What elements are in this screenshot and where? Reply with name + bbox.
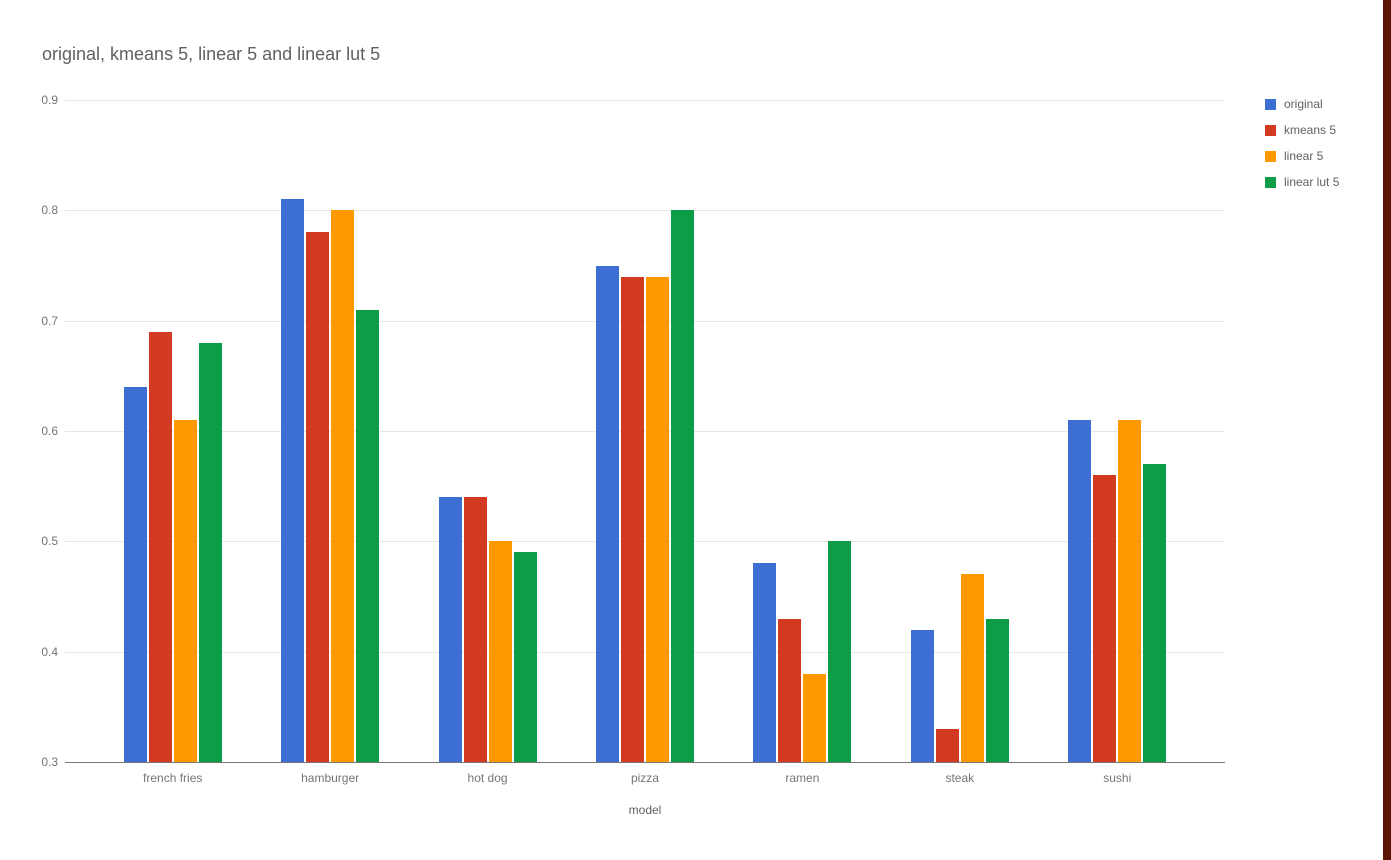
y-tick-label: 0.4 bbox=[41, 644, 58, 659]
bar-linear-lut-5 bbox=[1143, 464, 1167, 762]
bar-original bbox=[123, 386, 147, 762]
bar-group-hamburger: hamburger bbox=[251, 100, 408, 785]
bar-linear-5 bbox=[488, 541, 512, 762]
category-label: ramen bbox=[785, 771, 820, 785]
bar-linear-5 bbox=[803, 673, 827, 762]
legend: original kmeans 5 linear 5 linear lut 5 bbox=[1265, 97, 1339, 189]
category-label: french fries bbox=[143, 771, 203, 785]
bar-linear-5 bbox=[645, 276, 669, 762]
bar-kmeans-5 bbox=[148, 331, 172, 762]
legend-swatch bbox=[1265, 150, 1276, 162]
bar-linear-lut-5 bbox=[198, 342, 222, 762]
bar-linear-lut-5 bbox=[670, 210, 694, 762]
x-axis-baseline bbox=[65, 762, 1225, 763]
legend-swatch bbox=[1265, 124, 1276, 136]
bar-linear-lut-5 bbox=[356, 309, 380, 762]
gridline bbox=[65, 100, 1225, 101]
right-edge-scrollbar[interactable] bbox=[1383, 0, 1391, 860]
category-label: steak bbox=[945, 771, 975, 785]
bar-original bbox=[1068, 419, 1092, 762]
legend-swatch bbox=[1265, 176, 1276, 188]
y-tick-label: 0.7 bbox=[41, 313, 58, 328]
y-tick-label: 0.6 bbox=[41, 424, 58, 438]
bar-group-pizza: pizza bbox=[566, 100, 723, 785]
gridlines bbox=[65, 100, 1225, 763]
legend-item-linear-lut-5: linear lut 5 bbox=[1265, 175, 1339, 189]
bar-original bbox=[595, 265, 619, 762]
gridline bbox=[65, 320, 1225, 322]
y-tick-label: 0.5 bbox=[41, 534, 58, 549]
gridline bbox=[65, 651, 1225, 653]
bar-group-sushi: sushi bbox=[1039, 100, 1196, 785]
legend-label: original bbox=[1284, 97, 1323, 111]
bar-linear-5 bbox=[331, 210, 355, 762]
bar-linear-5 bbox=[1118, 419, 1142, 762]
chart-title: original, kmeans 5, linear 5 and linear … bbox=[42, 44, 381, 64]
gridline bbox=[65, 210, 1225, 212]
plot-area: french fries hamburger hot dog pizza ramen st… bbox=[65, 100, 1225, 785]
y-tick-label: 0.9 bbox=[41, 93, 58, 107]
bar-original bbox=[910, 629, 934, 762]
category-label: hamburger bbox=[301, 771, 360, 785]
bar-kmeans-5 bbox=[1093, 475, 1117, 762]
bar-kmeans-5 bbox=[935, 728, 959, 762]
bar-group-french-fries: french fries bbox=[94, 100, 251, 785]
x-axis-title: model bbox=[628, 803, 662, 817]
category-label: sushi bbox=[1103, 771, 1132, 785]
gridline bbox=[65, 541, 1225, 543]
legend-label: linear 5 bbox=[1284, 149, 1324, 163]
bar-original bbox=[281, 199, 305, 762]
bar-linear-5 bbox=[960, 574, 984, 762]
bar-linear-lut-5 bbox=[513, 552, 537, 762]
y-axis-tick-labels: 0.3 0.4 0.5 0.6 0.7 0.8 0.9 bbox=[18, 93, 58, 769]
bar-group-ramen: ramen bbox=[724, 100, 881, 785]
legend-swatch bbox=[1265, 98, 1276, 110]
gridline bbox=[65, 431, 1225, 432]
bar-linear-lut-5 bbox=[985, 618, 1009, 762]
legend-item-kmeans-5: kmeans 5 bbox=[1265, 123, 1339, 137]
bar-linear-5 bbox=[173, 419, 197, 762]
legend-item-linear-5: linear 5 bbox=[1265, 149, 1339, 163]
legend-label: kmeans 5 bbox=[1284, 123, 1337, 137]
y-tick-label: 0.3 bbox=[41, 755, 58, 769]
bar-original bbox=[753, 563, 777, 762]
bar-original bbox=[438, 497, 462, 762]
bar-kmeans-5 bbox=[463, 497, 487, 762]
legend-label: linear lut 5 bbox=[1284, 175, 1340, 189]
bar-group-steak: steak bbox=[881, 100, 1038, 785]
category-label: pizza bbox=[630, 771, 659, 785]
category-label: hot dog bbox=[467, 771, 508, 785]
bar-kmeans-5 bbox=[620, 276, 644, 762]
y-tick-label: 0.8 bbox=[41, 203, 58, 218]
bar-groups: french fries hamburger hot dog pizza ramen st… bbox=[65, 100, 1225, 785]
bar-kmeans-5 bbox=[306, 232, 330, 762]
legend-item-original: original bbox=[1265, 97, 1339, 111]
bar-group-hot-dog: hot dog bbox=[409, 100, 566, 785]
bar-linear-lut-5 bbox=[828, 541, 852, 762]
bar-kmeans-5 bbox=[778, 618, 802, 762]
